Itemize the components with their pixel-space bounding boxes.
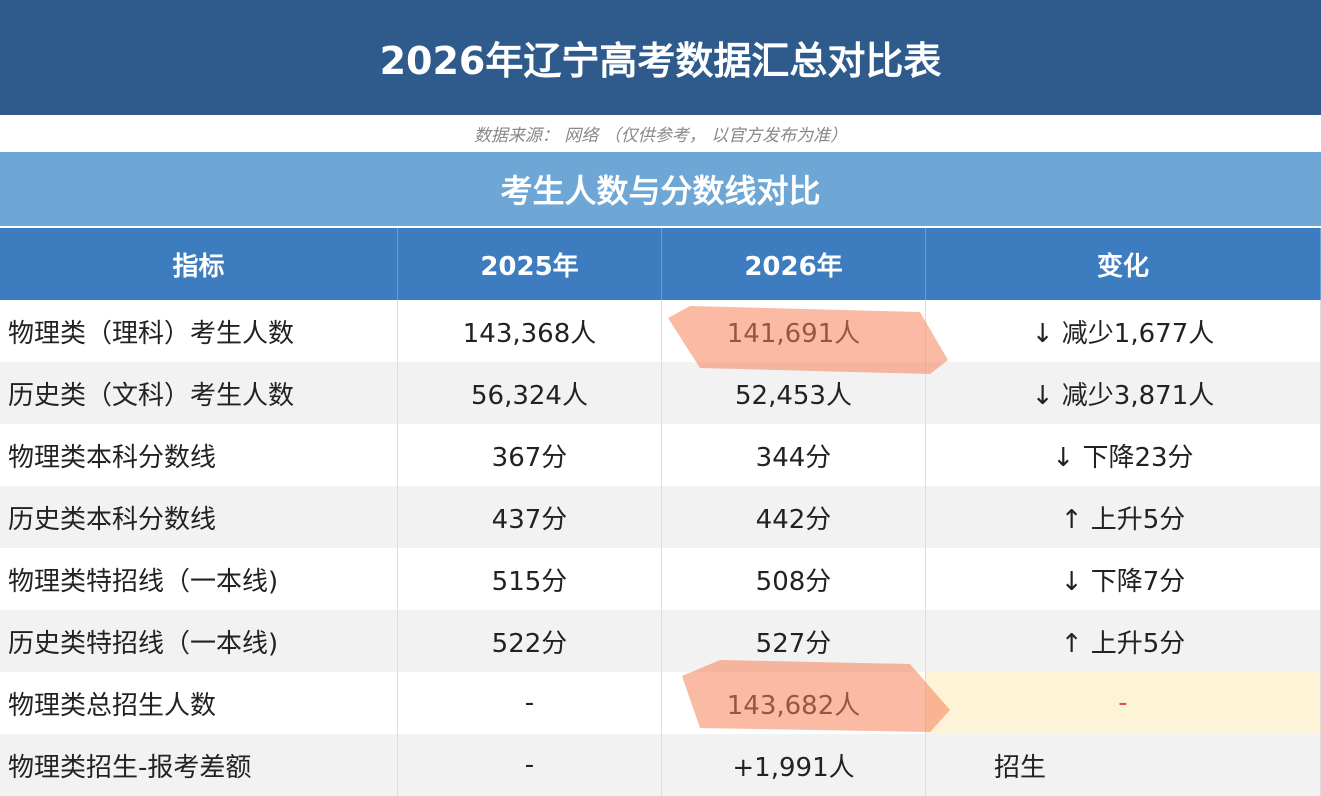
table-cell: ↑ 上升5分 (926, 486, 1321, 548)
table-cell: 515分 (398, 548, 662, 610)
title: 2026年辽宁高考数据汇总对比表 (0, 0, 1321, 115)
table-cell: - (926, 672, 1321, 734)
table-cell: 527分 (662, 610, 926, 672)
table-cell: 508分 (662, 548, 926, 610)
column-header: 2025年 (398, 228, 662, 300)
column-header: 指标 (0, 228, 398, 300)
row-label: 物理类特招线（一本线) (0, 548, 398, 610)
table-cell: 367分 (398, 424, 662, 486)
table-cell: 143,682人 (662, 672, 926, 734)
table-cell: ↑ 上升5分 (926, 610, 1321, 672)
source-note: 数据来源： 网络 （仅供参考， 以官方发布为准） (473, 126, 848, 146)
row-label: 历史类本科分数线 (0, 486, 398, 548)
row-label: 物理类（理科）考生人数 (0, 300, 398, 362)
table-cell: +1,991人 (662, 734, 926, 796)
table-cell: 招生 (926, 734, 1321, 796)
table-cell: 522分 (398, 610, 662, 672)
row-label: 物理类总招生人数 (0, 672, 398, 734)
table-cell: 56,324人 (398, 362, 662, 424)
table-cell: - (398, 734, 662, 796)
table-cell: ↓ 下降7分 (926, 548, 1321, 610)
row-label: 物理类招生-报考差额 (0, 734, 398, 796)
table-cell: ↓ 下降23分 (926, 424, 1321, 486)
table-cell: 141,691人 (662, 300, 926, 362)
table-cell: ↓ 减少1,677人 (926, 300, 1321, 362)
table-cell: 437分 (398, 486, 662, 548)
table-cell: 52,453人 (662, 362, 926, 424)
section-title: 考生人数与分数线对比 (0, 152, 1321, 226)
row-label: 历史类特招线（一本线) (0, 610, 398, 672)
table-cell: - (398, 672, 662, 734)
table-cell: 442分 (662, 486, 926, 548)
row-label: 历史类（文科）考生人数 (0, 362, 398, 424)
table-cell: 344分 (662, 424, 926, 486)
row-label: 物理类本科分数线 (0, 424, 398, 486)
table-cell: ↓ 减少3,871人 (926, 362, 1321, 424)
table-cell: 143,368人 (398, 300, 662, 362)
column-header: 变化 (926, 228, 1321, 300)
column-header: 2026年 (662, 228, 926, 300)
